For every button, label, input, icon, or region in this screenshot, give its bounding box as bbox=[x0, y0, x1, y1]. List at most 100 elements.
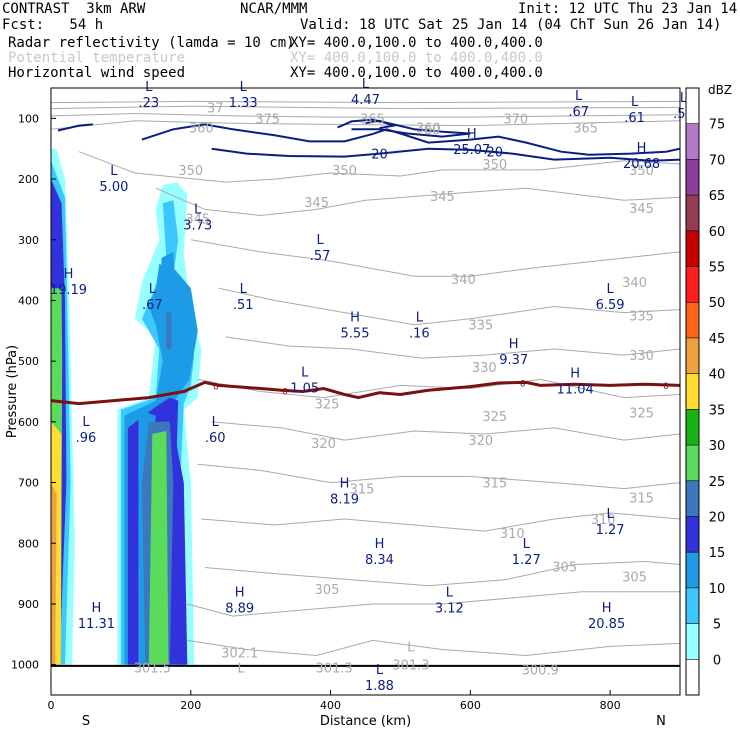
theta-label: 315 bbox=[482, 477, 507, 492]
field-3-xy: XY= 400.0,100.0 to 400.0,400.0 bbox=[290, 65, 543, 81]
reflectivity-shape bbox=[51, 482, 57, 665]
theta-label: 315 bbox=[629, 492, 654, 507]
y-tick-label: 700 bbox=[18, 477, 39, 490]
y-tick-label: 200 bbox=[18, 173, 39, 186]
colorbar-swatch bbox=[686, 266, 699, 303]
theta-label: 325 bbox=[315, 398, 340, 413]
theta-label: 375 bbox=[255, 112, 280, 127]
extremum-value: 1.05 bbox=[290, 381, 319, 396]
extremum-letter: L bbox=[212, 415, 220, 430]
extremum-value: 25.07 bbox=[453, 143, 490, 158]
extremum-value: 4.47 bbox=[351, 93, 380, 108]
colorbar-label: 30 bbox=[709, 439, 726, 454]
y-tick-label: 400 bbox=[18, 294, 39, 307]
valid-time: Valid: 18 UTC Sat 25 Jan 14 (04 ChT Sun … bbox=[300, 17, 722, 33]
extremum-value: .61 bbox=[624, 111, 645, 126]
theta-label: 310 bbox=[500, 527, 525, 542]
plot-frame bbox=[50, 87, 681, 696]
line1-left: CONTRAST 3km ARW bbox=[2, 1, 146, 17]
x-tick-label: 800 bbox=[600, 699, 621, 712]
extremum-letter: H bbox=[602, 601, 612, 616]
theta-label: 340 bbox=[451, 273, 476, 288]
theta-label: 370 bbox=[503, 112, 528, 127]
extremum-letter: H bbox=[350, 311, 360, 326]
colorbar-swatch bbox=[686, 445, 699, 481]
freezing-label: 0 bbox=[282, 387, 288, 397]
theta-extremum-label: L bbox=[237, 662, 245, 677]
x-end-label-north: N bbox=[656, 714, 666, 729]
reflectivity-shape bbox=[148, 431, 169, 665]
theta-line bbox=[201, 512, 680, 532]
extremum-letter: L bbox=[194, 203, 202, 218]
colorbar-swatch bbox=[686, 623, 699, 660]
extremum-letter: L bbox=[149, 282, 157, 297]
theta-label: 350 bbox=[178, 164, 203, 179]
extremum-letter: H bbox=[340, 476, 350, 491]
field-2-name: Potential temperature bbox=[8, 50, 186, 66]
extremum-value: 11.04 bbox=[557, 383, 594, 398]
theta-line bbox=[204, 560, 680, 587]
theta-label: 345 bbox=[185, 213, 210, 228]
theta-line bbox=[218, 287, 680, 326]
theta-line bbox=[51, 120, 680, 130]
extremum-letter: L bbox=[376, 663, 384, 678]
extremum-letter: H bbox=[235, 586, 245, 601]
theta-label: 301.3 bbox=[392, 659, 429, 674]
extremum-value: 20.85 bbox=[588, 617, 625, 632]
theta-label: 301.3 bbox=[315, 662, 352, 677]
extremum-letter: L bbox=[240, 282, 248, 297]
wind-contour-label: 20 bbox=[371, 148, 388, 163]
theta-label: 37 bbox=[207, 101, 224, 116]
theta-label: 305 bbox=[622, 571, 647, 586]
extremum-letter: H bbox=[570, 367, 580, 382]
extremum-value: .16 bbox=[409, 327, 430, 342]
extremum-letter: L bbox=[523, 537, 531, 552]
reflectivity-fill bbox=[51, 148, 202, 665]
extremum-letter: L bbox=[606, 507, 614, 522]
colorbar-label: 5 bbox=[713, 618, 721, 633]
y-axis-title: Pressure (hPa) bbox=[5, 345, 20, 438]
extremum-letter: H bbox=[92, 601, 102, 616]
extremum-value: 19.19 bbox=[50, 283, 87, 298]
colorbar-swatch bbox=[686, 123, 699, 160]
colorbar-swatch bbox=[686, 302, 699, 338]
extremum-letter: H bbox=[64, 267, 74, 282]
theta-label: 302.1 bbox=[221, 647, 258, 662]
theta-label: 350 bbox=[482, 158, 507, 173]
theta-line bbox=[155, 187, 680, 217]
theta-label: 330 bbox=[472, 361, 497, 376]
theta-label: 335 bbox=[468, 319, 493, 334]
wind-speed-line bbox=[337, 118, 471, 138]
field-1-name: Radar reflectivity (lamda = 10 cm) bbox=[8, 35, 295, 51]
extremum-value: 6.59 bbox=[596, 298, 625, 313]
extremum-value: 1.27 bbox=[512, 553, 541, 568]
theta-label: 340 bbox=[622, 276, 647, 291]
reflectivity-shape bbox=[166, 312, 172, 349]
extremum-letter: L bbox=[301, 365, 309, 380]
theta-label: 310 bbox=[591, 513, 616, 528]
theta-label: 345 bbox=[304, 196, 329, 211]
extremum-letter: H bbox=[467, 127, 477, 142]
extremum-letter: L bbox=[631, 95, 639, 110]
y-tick-label: 900 bbox=[18, 598, 39, 611]
extremum-value: .67 bbox=[568, 105, 589, 120]
colorbar-label: 40 bbox=[709, 368, 726, 383]
theta-line bbox=[197, 463, 680, 490]
extremum-value: 11.31 bbox=[78, 617, 115, 632]
theta-line bbox=[78, 151, 680, 183]
x-tick-label: 0 bbox=[48, 699, 55, 712]
colorbar-swatch bbox=[686, 159, 699, 196]
colorbar-label: 50 bbox=[709, 296, 726, 311]
wind-speed-line bbox=[57, 123, 93, 132]
theta-label: 315 bbox=[350, 483, 375, 498]
colorbar-swatch bbox=[686, 552, 699, 588]
theta-label: 365 bbox=[360, 112, 385, 127]
theta-label: 360 bbox=[416, 121, 441, 136]
theta-label: 330 bbox=[629, 349, 654, 364]
y-tick-label: 800 bbox=[18, 537, 39, 550]
wind-speed-contours bbox=[57, 118, 680, 162]
theta-label: 301.5 bbox=[134, 662, 171, 677]
colorbar-label: 60 bbox=[709, 225, 726, 240]
